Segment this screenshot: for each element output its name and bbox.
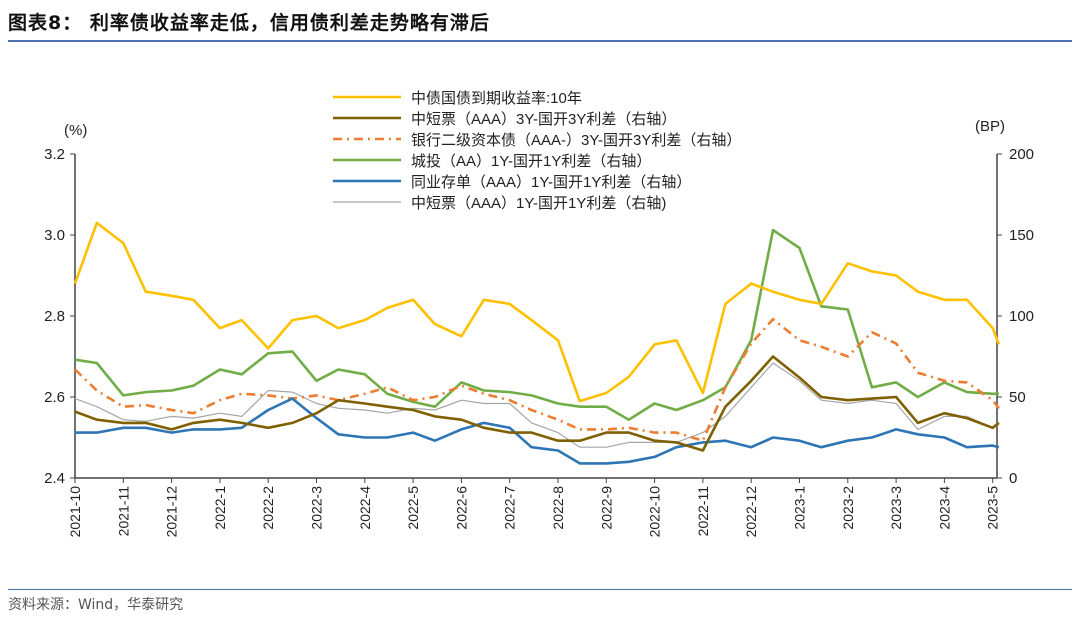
source-note: 资料来源：Wind，华泰研究 <box>8 597 184 613</box>
x-tick-label: 2022-3 <box>309 486 325 530</box>
series-line-1 <box>74 355 1000 452</box>
x-tick-label: 2023-5 <box>985 486 1001 530</box>
legend-label-0: 中债国债到期收益率:10年 <box>411 90 582 107</box>
series-line-3 <box>74 228 999 422</box>
x-tick-label: 2022-8 <box>550 486 566 530</box>
x-tick-label: 2022-6 <box>453 486 469 530</box>
x-tick-label: 2022-11 <box>695 486 711 537</box>
right-tick-label: 50 <box>1009 389 1026 406</box>
x-tick-label: 2022-9 <box>598 486 614 530</box>
right-axis-unit: (BP) <box>975 118 1005 135</box>
chart-title: 图表8： 利率债收益率走低，信用债利差走势略有滞后 <box>8 12 490 34</box>
right-tick-label: 150 <box>1009 227 1034 244</box>
x-tick-label: 2021-10 <box>67 486 83 538</box>
legend-label-4: 同业存单（AAA）1Y-国开1Y利差（右轴） <box>411 174 691 191</box>
series-line-5 <box>74 362 1000 448</box>
left-axis-unit: (%) <box>64 122 87 139</box>
legend-label-1: 中短票（AAA）3Y-国开3Y利差（右轴） <box>411 111 676 128</box>
series-line-2 <box>74 317 1000 443</box>
x-tick-label: 2023-1 <box>792 486 808 530</box>
x-tick-label: 2023-4 <box>936 486 952 530</box>
left-tick-label: 2.8 <box>44 308 65 325</box>
left-tick-label: 2.4 <box>44 470 65 487</box>
series-lines <box>73 221 1001 465</box>
left-tick-label: 3.2 <box>44 146 65 163</box>
x-tick-label: 2022-2 <box>260 486 276 530</box>
x-tick-label: 2022-1 <box>212 486 228 530</box>
right-tick-label: 0 <box>1009 470 1017 487</box>
x-tick-label: 2023-3 <box>888 486 904 530</box>
right-tick-label: 100 <box>1009 308 1034 325</box>
series-line-4 <box>75 397 1000 465</box>
x-tick-label: 2022-7 <box>502 486 518 530</box>
x-tick-label: 2021-11 <box>115 486 131 537</box>
legend-label-5: 中短票（AAA）1Y-国开1Y利差（右轴) <box>411 195 666 212</box>
legend-label-2: 银行二级资本债（AAA-）3Y-国开3Y利差（右轴） <box>411 132 741 149</box>
left-tick-label: 3.0 <box>44 227 65 244</box>
x-tick-label: 2021-12 <box>164 486 180 538</box>
series-line-0 <box>73 221 1001 403</box>
x-tick-label: 2022-10 <box>647 486 663 538</box>
axes: 2.4 2.6 2.8 3.0 3.2 0 50 100 150 200 2021-10 2021-1… <box>44 146 1034 537</box>
left-tick-label: 2.6 <box>44 389 65 406</box>
x-tick-label: 2022-4 <box>357 486 373 530</box>
x-tick-label: 2023-2 <box>840 486 856 530</box>
source-divider <box>8 589 1072 590</box>
x-tick-label: 2022-12 <box>743 486 759 538</box>
right-tick-label: 200 <box>1009 146 1034 163</box>
title-divider <box>8 40 1072 42</box>
legend-label-3: 城投（AA）1Y-国开1Y利差（右轴） <box>411 153 651 170</box>
x-tick-label: 2022-5 <box>405 486 421 530</box>
